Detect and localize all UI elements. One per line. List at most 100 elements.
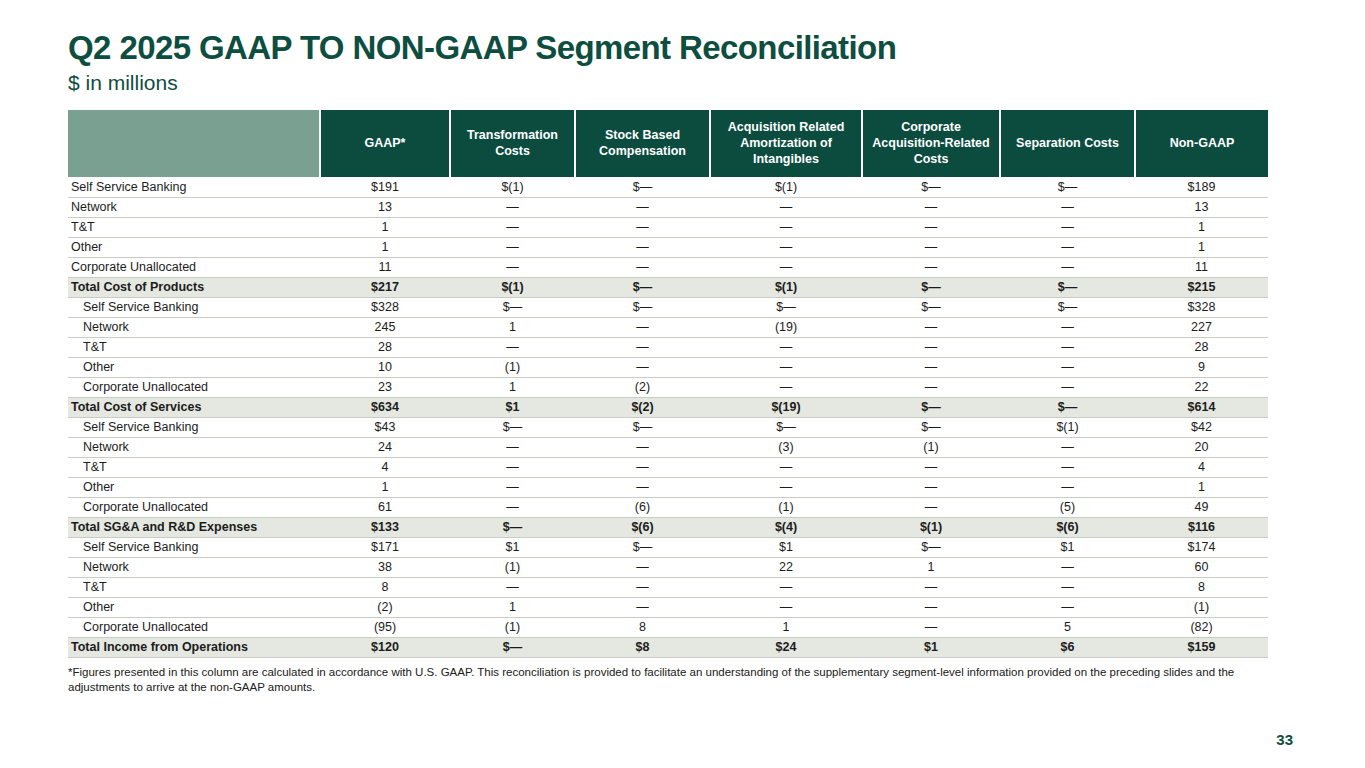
cell-value: —	[575, 197, 710, 217]
cell-value: —	[862, 357, 1000, 377]
table-row: T&T1—————1	[68, 217, 1268, 237]
row-label: Network	[68, 557, 320, 577]
row-label: Self Service Banking	[68, 537, 320, 557]
cell-value: 61	[320, 497, 450, 517]
row-label: Total Cost of Products	[68, 277, 320, 297]
cell-value: $—	[862, 397, 1000, 417]
cell-value: $—	[575, 277, 710, 297]
cell-value: —	[710, 237, 862, 257]
cell-value: $116	[1135, 517, 1268, 537]
cell-value: —	[710, 457, 862, 477]
cell-value: —	[450, 217, 575, 237]
cell-value: —	[575, 317, 710, 337]
cell-value: 13	[1135, 197, 1268, 217]
footnote: *Figures presented in this column are ca…	[68, 665, 1266, 695]
cell-value: 8	[320, 577, 450, 597]
cell-value: —	[862, 217, 1000, 237]
cell-value: —	[862, 257, 1000, 277]
cell-value: —	[450, 497, 575, 517]
row-label: Corporate Unallocated	[68, 257, 320, 277]
table-row: Corporate Unallocated231(2)———22	[68, 377, 1268, 397]
cell-value: —	[450, 257, 575, 277]
cell-value: —	[450, 197, 575, 217]
cell-value: $(6)	[575, 517, 710, 537]
cell-value: $6	[1000, 637, 1135, 657]
cell-value: —	[1000, 357, 1135, 377]
cell-value: $171	[320, 537, 450, 557]
cell-value: —	[710, 597, 862, 617]
column-header: Corporate Acquisition-Related Costs	[862, 110, 1000, 177]
cell-value: (1)	[450, 617, 575, 637]
cell-value: —	[1000, 337, 1135, 357]
cell-value: $614	[1135, 397, 1268, 417]
row-label: T&T	[68, 577, 320, 597]
cell-value: $328	[320, 297, 450, 317]
row-label: T&T	[68, 337, 320, 357]
cell-value: (2)	[320, 597, 450, 617]
row-label: Total SG&A and R&D Expenses	[68, 517, 320, 537]
row-label: Other	[68, 597, 320, 617]
cell-value: $215	[1135, 277, 1268, 297]
column-header: Non-GAAP	[1135, 110, 1268, 177]
row-label: Network	[68, 197, 320, 217]
table-row: Network24——(3)(1)—20	[68, 437, 1268, 457]
cell-value: 1	[450, 377, 575, 397]
cell-value: 23	[320, 377, 450, 397]
cell-value: $174	[1135, 537, 1268, 557]
cell-value: $—	[862, 537, 1000, 557]
cell-value: (82)	[1135, 617, 1268, 637]
subtitle: $ in millions	[68, 71, 1297, 95]
column-header-label	[68, 110, 320, 177]
cell-value: —	[1000, 377, 1135, 397]
cell-value: 38	[320, 557, 450, 577]
cell-value: 20	[1135, 437, 1268, 457]
table-row: Corporate Unallocated11—————11	[68, 257, 1268, 277]
cell-value: $1	[450, 397, 575, 417]
cell-value: —	[862, 477, 1000, 497]
cell-value: —	[1000, 317, 1135, 337]
cell-value: —	[450, 237, 575, 257]
cell-value: —	[710, 577, 862, 597]
cell-value: —	[710, 477, 862, 497]
cell-value: —	[710, 357, 862, 377]
cell-value: (1)	[450, 357, 575, 377]
cell-value: —	[575, 257, 710, 277]
cell-value: $(1)	[450, 177, 575, 197]
cell-value: $1	[710, 537, 862, 557]
cell-value: $120	[320, 637, 450, 657]
cell-value: $—	[710, 297, 862, 317]
cell-value: $8	[575, 637, 710, 657]
cell-value: $—	[575, 297, 710, 317]
cell-value: (2)	[575, 377, 710, 397]
cell-value: 4	[1135, 457, 1268, 477]
cell-value: —	[575, 237, 710, 257]
cell-value: 1	[1135, 477, 1268, 497]
cell-value: 60	[1135, 557, 1268, 577]
cell-value: 245	[320, 317, 450, 337]
cell-value: 8	[575, 617, 710, 637]
row-label: Self Service Banking	[68, 417, 320, 437]
cell-value: 28	[1135, 337, 1268, 357]
total-row: Total Cost of Products$217$(1)$—$(1)$—$—…	[68, 277, 1268, 297]
column-header: Stock Based Compensation	[575, 110, 710, 177]
column-header: Transformation Costs	[450, 110, 575, 177]
column-header: GAAP*	[320, 110, 450, 177]
row-label: Total Cost of Services	[68, 397, 320, 417]
table-row: Self Service Banking$191$(1)$—$(1)$—$—$1…	[68, 177, 1268, 197]
cell-value: (5)	[1000, 497, 1135, 517]
table-row: T&T28—————28	[68, 337, 1268, 357]
cell-value: (1)	[1135, 597, 1268, 617]
cell-value: $—	[450, 517, 575, 537]
cell-value: —	[862, 457, 1000, 477]
cell-value: $(1)	[450, 277, 575, 297]
cell-value: 1	[320, 477, 450, 497]
cell-value: 1	[320, 237, 450, 257]
cell-value: —	[862, 577, 1000, 597]
slide: Q2 2025 GAAP TO NON-GAAP Segment Reconci…	[0, 0, 1365, 695]
cell-value: —	[575, 477, 710, 497]
cell-value: 227	[1135, 317, 1268, 337]
table-row: Other1—————1	[68, 237, 1268, 257]
cell-value: —	[1000, 477, 1135, 497]
cell-value: —	[1000, 217, 1135, 237]
table-row: Other10(1)————9	[68, 357, 1268, 377]
